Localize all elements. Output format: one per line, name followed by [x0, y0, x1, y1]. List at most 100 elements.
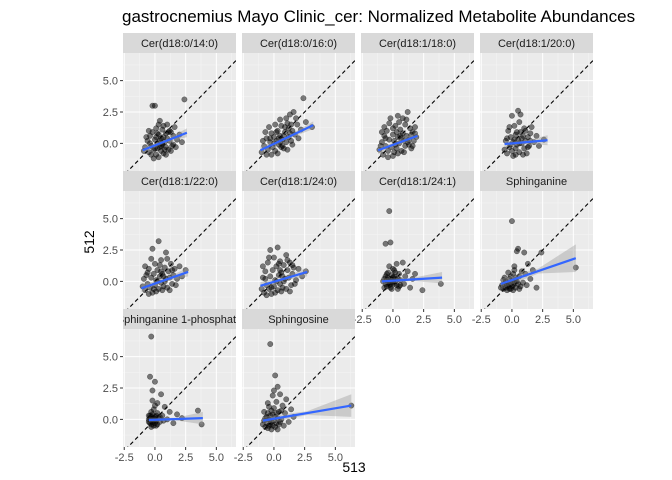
data-point [511, 122, 518, 129]
gridlines [123, 53, 236, 171]
data-point [272, 121, 279, 128]
panel-data [484, 59, 593, 171]
data-point [385, 148, 391, 154]
facet-strip [242, 171, 355, 191]
data-point [533, 284, 540, 291]
data-point [266, 422, 272, 429]
data-point [511, 267, 518, 273]
data-point [149, 397, 156, 404]
data-point [513, 129, 520, 135]
data-point [161, 264, 168, 271]
data-point [266, 124, 272, 130]
data-point [264, 259, 271, 266]
x-tick-label: 5.0 [328, 452, 343, 464]
facet-panel: Cer(d18:0/14:0) 0.0 2.5 5.0 [103, 33, 236, 171]
data-point [262, 268, 269, 275]
regression-line [141, 270, 189, 290]
data-point [278, 407, 285, 414]
chart-title: gastrocnemius Mayo Clinic_cer: Normalize… [122, 7, 635, 26]
data-point [195, 407, 201, 414]
facet-strip-label: Cer(d18:1/24:1) [379, 176, 456, 188]
data-point [412, 124, 418, 130]
data-point [278, 288, 285, 295]
data-point [538, 249, 545, 256]
data-point [269, 267, 276, 273]
data-point [145, 127, 152, 134]
data-point [283, 396, 290, 403]
facet-panel: Cer(d18:1/24:0) [242, 171, 355, 309]
data-point [437, 280, 444, 287]
data-point [290, 109, 297, 115]
data-point [382, 135, 389, 142]
panel-data [127, 197, 236, 309]
facet-panels: Cer(d18:0/14:0) 0.0 2.5 5.0 Cer(d18:0/16:0) C… [103, 33, 593, 464]
data-point [154, 400, 161, 406]
data-point [525, 144, 531, 151]
data-point [412, 270, 418, 277]
data-point [267, 135, 274, 142]
facet-strip-label: Cer(d18:1/18:0) [379, 38, 456, 50]
data-point [393, 129, 400, 135]
data-point [164, 255, 171, 262]
data-point [273, 398, 280, 405]
data-point [284, 267, 291, 273]
data-point [390, 125, 396, 132]
data-point [295, 135, 302, 142]
data-point [387, 284, 394, 291]
facet-panel: Sphingosine -2.5 0.0 2.5 5.0 [234, 309, 355, 464]
data-point [285, 418, 292, 425]
data-point [145, 412, 152, 419]
facet-strip-label: Cer(d18:1/22:0) [141, 176, 218, 188]
y-tick-label: 5.0 [103, 352, 118, 364]
data-point [268, 284, 275, 291]
y-tick-label: 2.5 [103, 107, 118, 119]
facet-strip [361, 33, 474, 53]
data-point [536, 142, 542, 149]
x-tick-label: 2.5 [416, 314, 431, 326]
regression-line [377, 134, 418, 152]
panel-data [365, 59, 474, 171]
data-point [280, 422, 287, 429]
data-point [158, 268, 164, 275]
data-point [287, 288, 293, 295]
x-axis-title: 513 [342, 459, 366, 475]
data-point [404, 109, 411, 115]
data-point [419, 287, 426, 294]
facet-strip-label: Sphinganine 1-phosphate [117, 314, 242, 326]
facet-strip-label: Cer(d18:0/14:0) [141, 38, 218, 50]
data-point [288, 121, 295, 128]
data-point [527, 275, 534, 282]
regression-line [504, 139, 548, 146]
facet-panel: Cer(d18:1/24:1) -2.5 0.0 2.5 5.0 [353, 171, 474, 326]
data-point [386, 120, 393, 127]
data-point [505, 269, 512, 276]
data-point [516, 119, 523, 125]
data-point [504, 135, 510, 142]
panel-data [484, 197, 593, 309]
gridlines [361, 53, 474, 171]
data-point [152, 102, 158, 109]
data-point [402, 121, 409, 128]
data-point [271, 254, 277, 261]
facet-panel: Cer(d18:0/16:0) [242, 33, 355, 171]
panel-data [246, 197, 355, 309]
data-point [397, 132, 404, 139]
x-tick-label: 0.0 [385, 314, 400, 326]
data-point [168, 148, 174, 154]
data-point [300, 95, 307, 102]
data-point [262, 275, 269, 282]
data-point [259, 263, 266, 270]
data-point [291, 280, 298, 287]
regression-line [142, 131, 188, 152]
data-point [160, 122, 167, 129]
data-point [284, 146, 291, 153]
data-point [572, 264, 579, 271]
data-point [267, 341, 274, 347]
panel-data [365, 197, 474, 309]
data-point [386, 263, 393, 270]
data-point [399, 115, 406, 122]
regression-line [381, 276, 443, 283]
facet-panel: Cer(d18:1/22:0) 0.0 2.5 5.0 [103, 171, 236, 309]
data-point [506, 124, 513, 130]
data-point [525, 260, 531, 267]
